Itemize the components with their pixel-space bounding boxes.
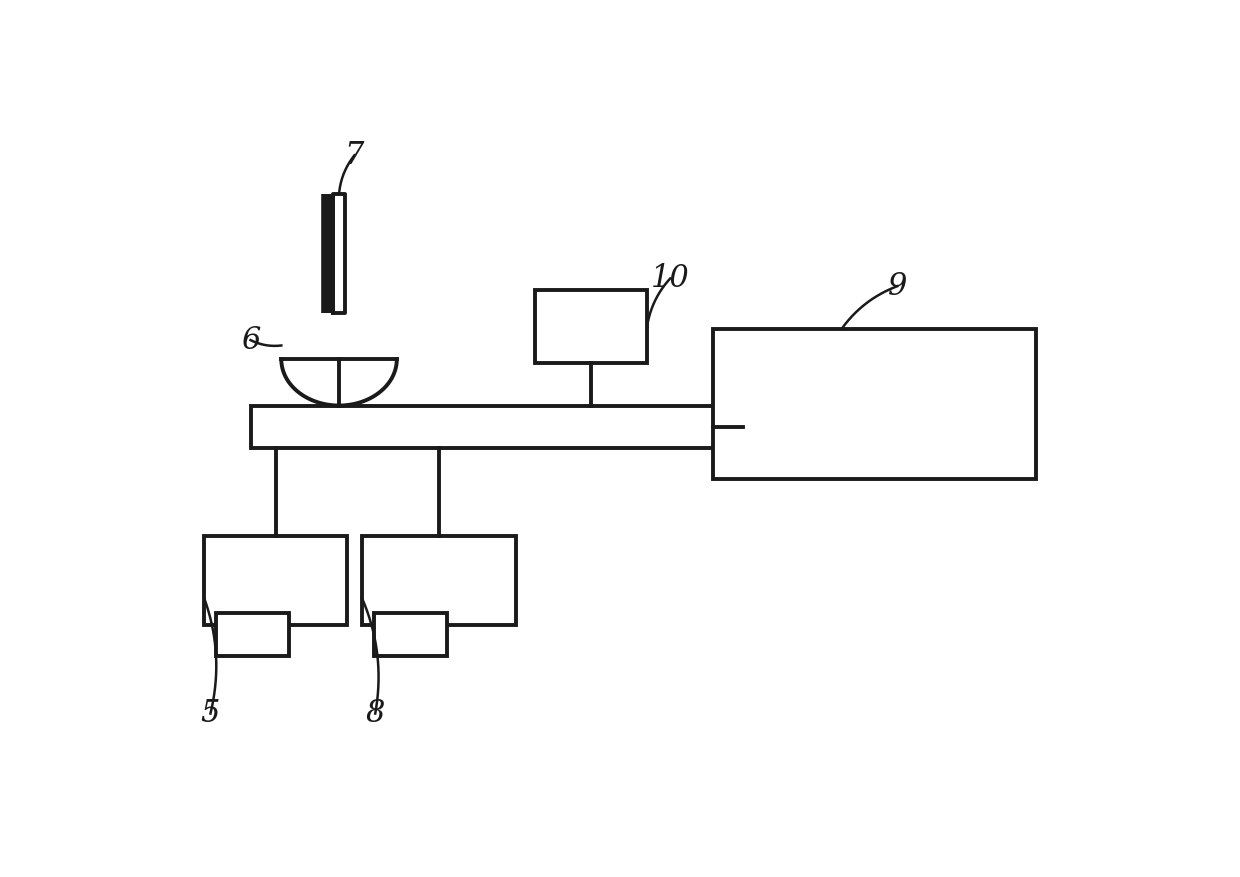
Text: 10: 10: [651, 263, 689, 294]
Bar: [536, 290, 647, 363]
Text: 8: 8: [366, 698, 384, 729]
Text: 9: 9: [888, 271, 906, 302]
Bar: [713, 329, 1035, 479]
Text: 5: 5: [201, 698, 221, 729]
Bar: [205, 537, 347, 625]
Text: 7: 7: [345, 139, 365, 171]
Text: 6: 6: [241, 324, 260, 355]
Bar: [362, 537, 516, 625]
Bar: [373, 613, 446, 656]
Bar: [250, 405, 743, 448]
Bar: [216, 613, 289, 656]
